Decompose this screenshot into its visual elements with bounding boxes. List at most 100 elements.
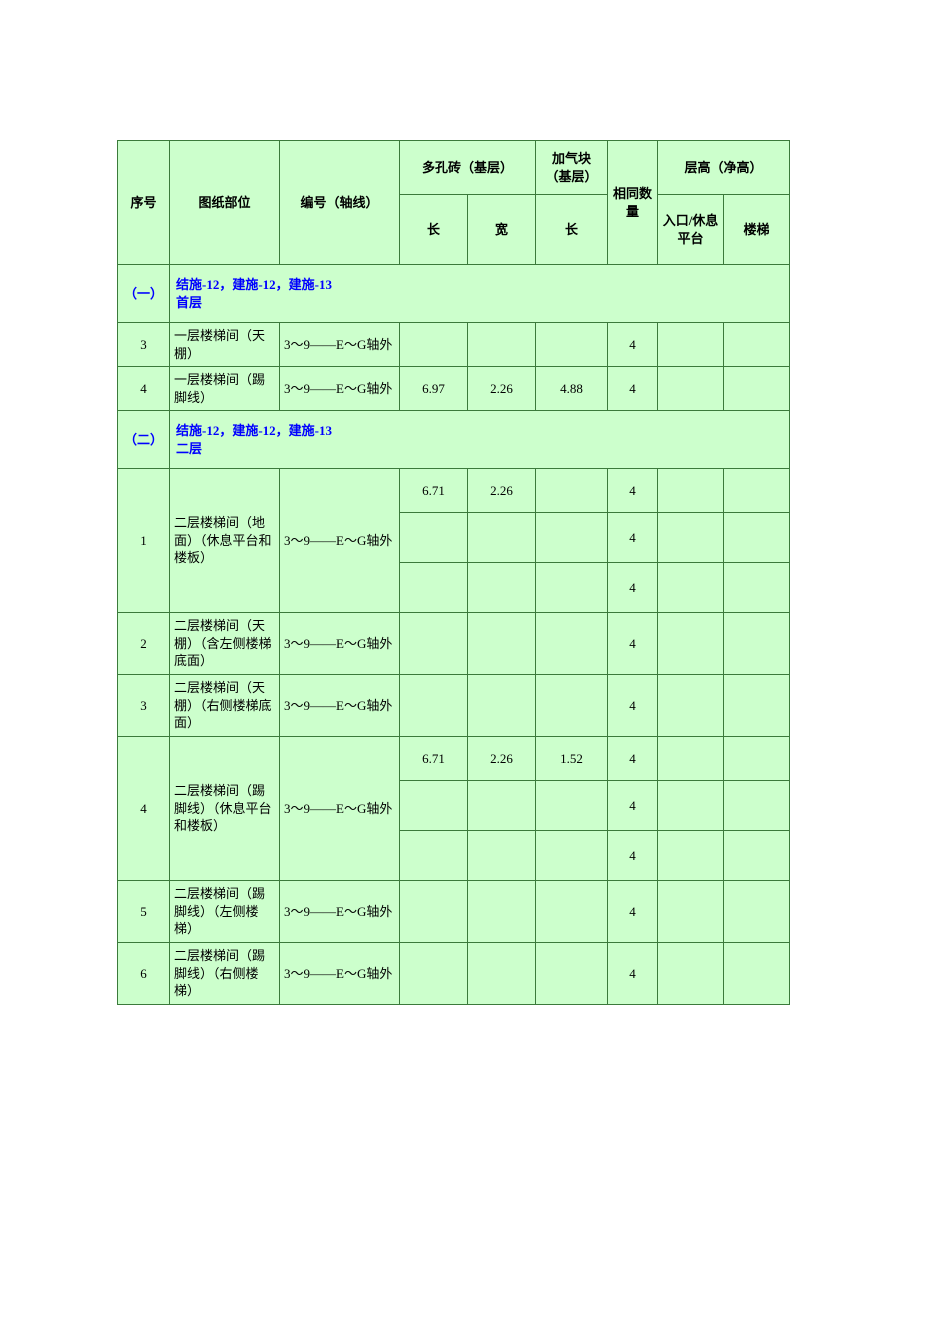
cell-qty: 4 — [608, 513, 658, 563]
cell-qty: 4 — [608, 367, 658, 411]
cell-qty: 4 — [608, 881, 658, 943]
table-row: 5 二层楼梯间（踢脚线）（左侧楼梯） 3～9——E～G轴外 4 — [118, 881, 790, 943]
section-no: （一） — [118, 265, 170, 323]
cell-axis: 3～9——E～G轴外 — [280, 675, 400, 737]
cell-h1 — [658, 513, 724, 563]
cell-qty: 4 — [608, 613, 658, 675]
cell-wid — [468, 831, 536, 881]
cell-idx: 4 — [118, 737, 170, 881]
cell-len — [400, 613, 468, 675]
cell-axis: 3～9——E～G轴外 — [280, 613, 400, 675]
cell-idx: 3 — [118, 675, 170, 737]
cell-len2 — [536, 675, 608, 737]
col-axis: 编号（轴线） — [280, 141, 400, 265]
cell-idx: 1 — [118, 469, 170, 613]
cell-h1 — [658, 881, 724, 943]
cell-h2 — [724, 613, 790, 675]
cell-h2 — [724, 831, 790, 881]
cell-h2 — [724, 563, 790, 613]
section-row: （一） 结施-12，建施-12，建施-13 首层 — [118, 265, 790, 323]
table-row: 4 二层楼梯间（踢脚线）（休息平台和楼板） 3～9——E～G轴外 6.71 2.… — [118, 737, 790, 781]
table-row: 4 一层楼梯间（踢脚线） 3～9——E～G轴外 6.97 2.26 4.88 4 — [118, 367, 790, 411]
cell-len — [400, 781, 468, 831]
cell-len: 6.71 — [400, 737, 468, 781]
cell-h2 — [724, 469, 790, 513]
cell-qty: 4 — [608, 831, 658, 881]
cell-len — [400, 881, 468, 943]
col-index: 序号 — [118, 141, 170, 265]
cell-qty: 4 — [608, 675, 658, 737]
table-row: 3 一层楼梯间（天棚） 3～9——E～G轴外 4 — [118, 323, 790, 367]
cell-qty: 4 — [608, 323, 658, 367]
cell-h2 — [724, 323, 790, 367]
cell-len2 — [536, 563, 608, 613]
cell-h2 — [724, 781, 790, 831]
cell-h1 — [658, 831, 724, 881]
cell-wid — [468, 563, 536, 613]
cell-wid: 2.26 — [468, 367, 536, 411]
cell-h1 — [658, 563, 724, 613]
cell-len2 — [536, 469, 608, 513]
table-row: 2 二层楼梯间（天棚）（含左侧楼梯底面） 3～9——E～G轴外 4 — [118, 613, 790, 675]
section-row: （二） 结施-12，建施-12，建施-13 二层 — [118, 411, 790, 469]
table-row: 1 二层楼梯间（地面）（休息平台和楼板） 3～9——E～G轴外 6.71 2.2… — [118, 469, 790, 513]
cell-part: 一层楼梯间（踢脚线） — [170, 367, 280, 411]
cell-h1 — [658, 943, 724, 1005]
cell-h1 — [658, 469, 724, 513]
cell-wid — [468, 323, 536, 367]
cell-len: 6.97 — [400, 367, 468, 411]
cell-len2: 4.88 — [536, 367, 608, 411]
cell-len2 — [536, 513, 608, 563]
cell-idx: 2 — [118, 613, 170, 675]
col-qty: 相同数量 — [608, 141, 658, 265]
cell-part: 二层楼梯间（踢脚线）（左侧楼梯） — [170, 881, 280, 943]
cell-h2 — [724, 881, 790, 943]
section-title: 结施-12，建施-12，建施-13 首层 — [170, 265, 400, 323]
cell-h2 — [724, 943, 790, 1005]
cell-part: 二层楼梯间（踢脚线）（休息平台和楼板） — [170, 737, 280, 881]
cell-len2 — [536, 613, 608, 675]
cell-idx: 5 — [118, 881, 170, 943]
cell-h1 — [658, 675, 724, 737]
cell-qty: 4 — [608, 737, 658, 781]
cell-wid — [468, 881, 536, 943]
col-len: 长 — [400, 195, 468, 265]
cell-wid — [468, 781, 536, 831]
cell-qty: 4 — [608, 469, 658, 513]
cell-wid: 2.26 — [468, 469, 536, 513]
col-h1: 入口/休息平台 — [658, 195, 724, 265]
cell-axis: 3～9——E～G轴外 — [280, 367, 400, 411]
cell-h2 — [724, 513, 790, 563]
cell-axis: 3～9——E～G轴外 — [280, 469, 400, 613]
cell-len2 — [536, 781, 608, 831]
cell-len2 — [536, 881, 608, 943]
section-title: 结施-12，建施-12，建施-13 二层 — [170, 411, 400, 469]
cell-h2 — [724, 675, 790, 737]
cell-h2 — [724, 367, 790, 411]
col-wid: 宽 — [468, 195, 536, 265]
cell-h1 — [658, 367, 724, 411]
cell-qty: 4 — [608, 943, 658, 1005]
cell-axis: 3～9——E～G轴外 — [280, 943, 400, 1005]
cell-part: 二层楼梯间（地面）（休息平台和楼板） — [170, 469, 280, 613]
cell-part: 一层楼梯间（天棚） — [170, 323, 280, 367]
cell-wid — [468, 675, 536, 737]
cell-len: 6.71 — [400, 469, 468, 513]
cell-wid: 2.26 — [468, 737, 536, 781]
col-aerated: 加气块（基层） — [536, 141, 608, 195]
col-part: 图纸部位 — [170, 141, 280, 265]
cell-idx: 6 — [118, 943, 170, 1005]
cell-h1 — [658, 737, 724, 781]
cell-len — [400, 831, 468, 881]
cell-part: 二层楼梯间（天棚）（右侧楼梯底面） — [170, 675, 280, 737]
cell-len — [400, 563, 468, 613]
cell-len2 — [536, 831, 608, 881]
cell-len2: 1.52 — [536, 737, 608, 781]
col-porous: 多孔砖（基层） — [400, 141, 536, 195]
section-pad — [400, 411, 790, 469]
col-height: 层高（净高） — [658, 141, 790, 195]
cell-len — [400, 675, 468, 737]
cell-part: 二层楼梯间（踢脚线）（右侧楼梯） — [170, 943, 280, 1005]
data-table: 序号 图纸部位 编号（轴线） 多孔砖（基层） 加气块（基层） 相同数量 层高（净… — [117, 140, 790, 1005]
cell-len2 — [536, 323, 608, 367]
